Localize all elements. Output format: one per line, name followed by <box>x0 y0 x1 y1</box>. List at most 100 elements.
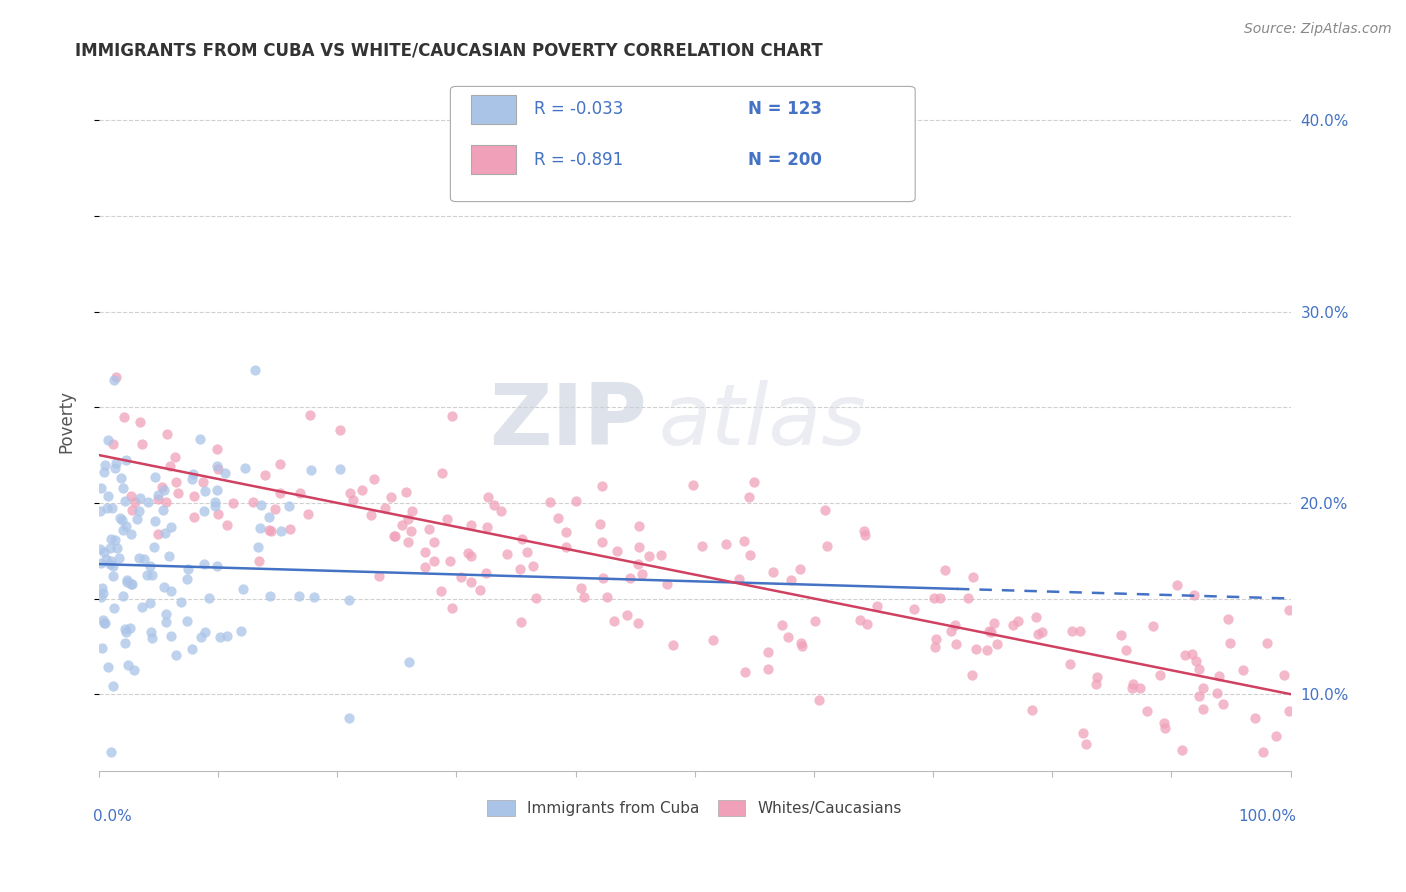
Point <box>131 600 153 615</box>
Point <box>1121 681 1143 695</box>
Point <box>103 569 125 583</box>
Point <box>661 638 683 652</box>
Point <box>339 485 361 500</box>
Point <box>110 471 132 485</box>
Point <box>290 486 312 500</box>
Point <box>229 624 252 639</box>
Point <box>329 423 352 437</box>
Point <box>131 437 153 451</box>
Text: R = -0.033: R = -0.033 <box>534 101 623 119</box>
Point <box>468 582 491 597</box>
Point <box>128 504 150 518</box>
Point <box>105 541 128 555</box>
Point <box>215 629 238 643</box>
Point <box>477 491 499 505</box>
Point <box>176 614 198 628</box>
Point <box>145 514 167 528</box>
Point <box>141 567 163 582</box>
Point <box>1071 726 1094 740</box>
Point <box>297 507 319 521</box>
Point <box>337 592 360 607</box>
Point <box>925 632 948 646</box>
Point <box>112 523 135 537</box>
Point <box>770 618 793 632</box>
Point <box>299 409 322 423</box>
Point <box>342 492 364 507</box>
Point <box>301 462 323 476</box>
Point <box>922 591 945 606</box>
Point <box>91 581 114 595</box>
Point <box>260 524 283 538</box>
Text: N = 200: N = 200 <box>748 151 823 169</box>
Point <box>432 467 454 481</box>
Point <box>1026 627 1049 641</box>
Point <box>733 534 755 549</box>
Point <box>450 570 472 584</box>
Point <box>270 524 292 538</box>
Point <box>589 516 612 531</box>
Text: IMMIGRANTS FROM CUBA VS WHITE/CAUCASIAN POVERTY CORRELATION CHART: IMMIGRANTS FROM CUBA VS WHITE/CAUCASIAN … <box>75 42 823 60</box>
Point <box>569 581 592 595</box>
Point <box>960 668 983 682</box>
FancyBboxPatch shape <box>450 87 915 202</box>
Point <box>249 499 271 513</box>
Point <box>108 510 131 524</box>
Point <box>941 624 963 639</box>
Point <box>243 363 266 377</box>
Point <box>637 549 659 563</box>
Point <box>100 533 122 547</box>
Point <box>93 465 115 479</box>
Point <box>90 590 112 604</box>
Point <box>980 625 1002 640</box>
Point <box>269 457 291 471</box>
Point <box>247 540 270 554</box>
Text: ZIP: ZIP <box>489 380 647 463</box>
Point <box>329 462 352 476</box>
Point <box>104 456 127 470</box>
Point <box>148 492 170 507</box>
Point <box>134 551 156 566</box>
Point <box>945 637 967 651</box>
Point <box>120 577 142 591</box>
Point <box>155 615 177 630</box>
Point <box>101 437 124 451</box>
Point <box>177 562 200 576</box>
Point <box>779 573 801 587</box>
Point <box>423 554 446 568</box>
Point <box>215 517 238 532</box>
Point <box>395 484 418 499</box>
Point <box>756 645 779 659</box>
Point <box>1069 624 1091 638</box>
Point <box>146 488 169 502</box>
Point <box>384 529 406 543</box>
Point <box>1192 681 1215 695</box>
Point <box>91 586 114 600</box>
Point <box>157 549 180 563</box>
Point <box>374 500 396 515</box>
Point <box>756 662 779 676</box>
Point <box>165 475 187 489</box>
Point <box>98 541 121 555</box>
Point <box>153 526 176 541</box>
Point <box>380 490 402 504</box>
FancyBboxPatch shape <box>471 145 516 174</box>
Point <box>352 483 374 498</box>
Point <box>1166 577 1188 591</box>
Point <box>460 574 482 589</box>
Point <box>159 459 181 474</box>
Point <box>114 494 136 508</box>
Point <box>188 432 211 446</box>
Point <box>943 618 966 632</box>
Point <box>136 568 159 582</box>
Point <box>962 570 984 584</box>
Point <box>141 625 163 640</box>
Point <box>93 616 115 631</box>
Point <box>143 470 166 484</box>
Point <box>1244 711 1267 725</box>
Point <box>89 541 111 556</box>
Point <box>114 519 136 533</box>
Point <box>90 481 112 495</box>
Point <box>1059 657 1081 671</box>
Text: 100.0%: 100.0% <box>1239 809 1296 824</box>
Point <box>1277 603 1299 617</box>
